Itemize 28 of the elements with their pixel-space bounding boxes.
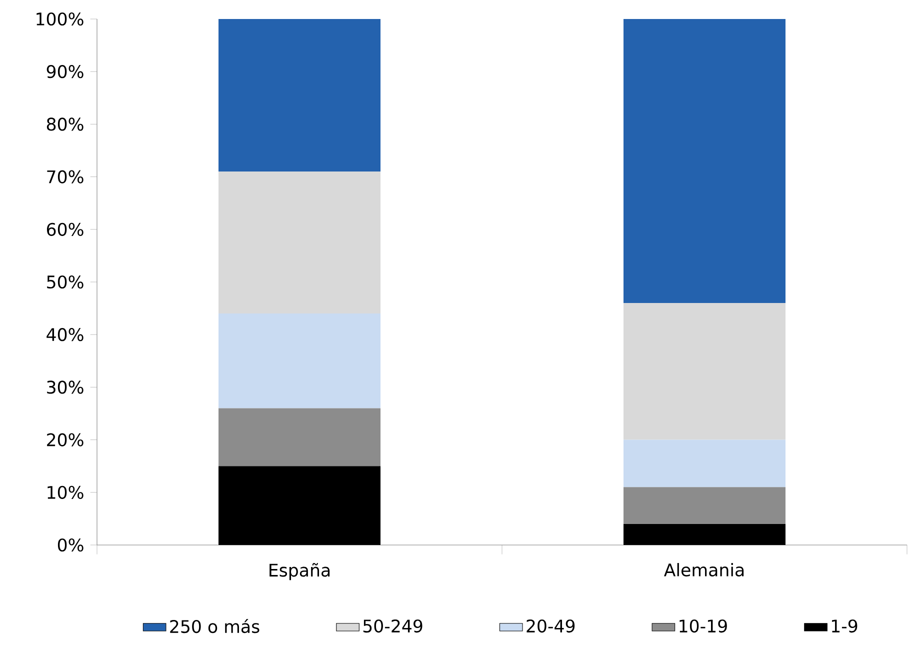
bar <box>624 303 786 440</box>
y-tick-label: 70% <box>47 170 84 184</box>
bar <box>624 18 786 304</box>
y-tick-label: 50% <box>47 275 84 289</box>
legend-label: 10-19 <box>680 619 727 633</box>
y-tick-label: 30% <box>47 380 84 394</box>
legend-label: 1-9 <box>832 619 858 633</box>
bar <box>624 487 786 524</box>
legend-label: 50-249 <box>363 619 422 633</box>
bar <box>218 408 381 466</box>
bar <box>624 524 786 545</box>
y-tick-label: 80% <box>46 118 84 131</box>
bar <box>218 172 381 314</box>
bar <box>218 18 381 172</box>
y-tick-label: 60% <box>46 222 84 236</box>
y-tick-label: 100% <box>36 12 84 26</box>
y-tick-label: 10% <box>48 486 84 499</box>
x-tick-label: España <box>270 563 330 580</box>
y-tick-label: 90% <box>46 65 84 78</box>
legend-label: 250 o más <box>170 618 260 634</box>
y-tick-label: 40% <box>46 328 84 342</box>
bar <box>218 466 381 545</box>
x-tick-label: Alemania <box>664 563 744 576</box>
legend-label: 20-49 <box>526 619 575 633</box>
y-tick-label: 20% <box>47 433 84 446</box>
bar <box>624 440 786 488</box>
y-tick-label: 0% <box>58 538 84 552</box>
bar <box>218 314 381 408</box>
